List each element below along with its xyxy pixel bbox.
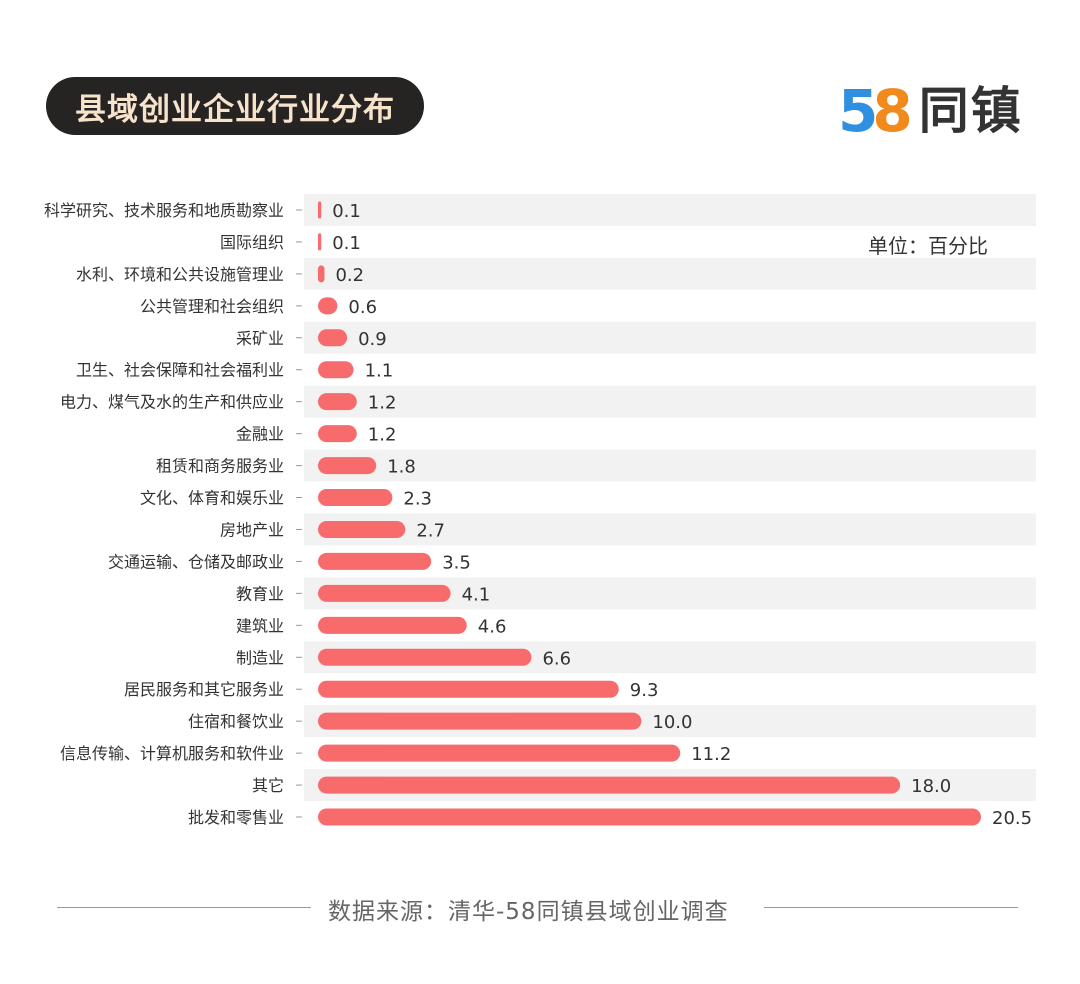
data-label: 1.1 (365, 361, 394, 382)
bar (318, 297, 338, 315)
y-tick-label: 国际组织 (220, 233, 284, 252)
data-label: 20.5 (992, 808, 1032, 829)
data-label: 0.1 (332, 201, 361, 222)
data-label: 0.1 (332, 233, 361, 254)
data-label: 18.0 (911, 776, 951, 797)
y-tick-label: 水利、环境和公共设施管理业 (76, 265, 284, 284)
bar (318, 520, 406, 538)
y-tick-label: 房地产业 (220, 520, 284, 539)
data-label: 0.6 (348, 297, 377, 318)
y-tick-label: 电力、煤气及水的生产和供应业 (60, 393, 284, 412)
y-tick-label: 租赁和商务服务业 (156, 457, 284, 476)
data-label: 2.7 (416, 520, 445, 541)
y-tick-label: 科学研究、技术服务和地质勘察业 (44, 201, 284, 220)
title-badge: 县域创业企业行业分布 (46, 77, 424, 135)
data-label: 0.2 (335, 265, 364, 286)
footer-divider-right (764, 907, 1018, 908)
bar (318, 680, 619, 698)
y-tick-label: 金融业 (236, 425, 284, 444)
bar (318, 744, 681, 762)
bar (318, 489, 393, 507)
data-label: 4.1 (462, 584, 491, 605)
y-tick-label: 信息传输、计算机服务和软件业 (60, 744, 284, 763)
data-label: 10.0 (652, 712, 692, 733)
bar (318, 329, 348, 347)
y-tick-label: 居民服务和其它服务业 (124, 680, 284, 699)
data-label: 4.6 (478, 616, 507, 637)
data-label: 3.5 (442, 552, 471, 573)
y-tick-label: 卫生、社会保障和社会福利业 (76, 361, 284, 380)
bar (318, 361, 354, 379)
logo-text: 同镇 (918, 82, 1023, 140)
row-band (304, 257, 1036, 290)
y-tick-label: 交通运输、仓储及邮政业 (108, 552, 284, 571)
data-label: 6.6 (542, 648, 571, 669)
bar (318, 393, 357, 411)
bar (318, 265, 325, 283)
source-note: 数据来源：清华-58同镇县域创业调查 (328, 899, 729, 925)
bar (318, 808, 981, 826)
bar (318, 776, 901, 794)
bar (318, 233, 322, 251)
data-label: 11.2 (691, 744, 731, 765)
data-label: 1.2 (368, 425, 397, 446)
y-tick-label: 文化、体育和娱乐业 (140, 489, 284, 508)
y-tick-label: 其它 (252, 776, 284, 795)
y-tick-label: 公共管理和社会组织 (140, 297, 284, 316)
bar (318, 616, 467, 634)
bar (318, 457, 377, 475)
y-tick-label: 建筑业 (236, 616, 284, 635)
data-label: 1.8 (387, 457, 416, 478)
logo-digit-5: 5 (838, 77, 879, 145)
row-band (304, 513, 1036, 546)
y-tick-label: 住宿和餐饮业 (188, 712, 284, 731)
data-label: 9.3 (630, 680, 659, 701)
y-tick-label: 批发和零售业 (188, 808, 284, 827)
bar (318, 648, 532, 666)
row-band (304, 194, 1036, 226)
bar (318, 425, 357, 443)
bar (318, 552, 432, 570)
row-band (304, 321, 1036, 354)
unit-label: 单位：百分比 (868, 234, 988, 258)
bar (318, 584, 451, 602)
data-label: 0.9 (358, 329, 387, 350)
bar (318, 201, 322, 219)
logo-digit-8: 8 (872, 77, 913, 145)
row-band (304, 385, 1036, 418)
footer-divider-left (57, 907, 311, 908)
y-tick-label: 制造业 (236, 648, 284, 667)
data-label: 2.3 (403, 489, 432, 510)
brand-logo: 5 8 同镇 (838, 80, 1023, 142)
bar (318, 712, 642, 730)
y-tick-label: 教育业 (236, 584, 284, 603)
data-label: 1.2 (368, 393, 397, 414)
chart-title: 县域创业企业行业分布 (75, 91, 395, 128)
y-tick-label: 采矿业 (236, 329, 284, 348)
row-band (304, 449, 1036, 482)
